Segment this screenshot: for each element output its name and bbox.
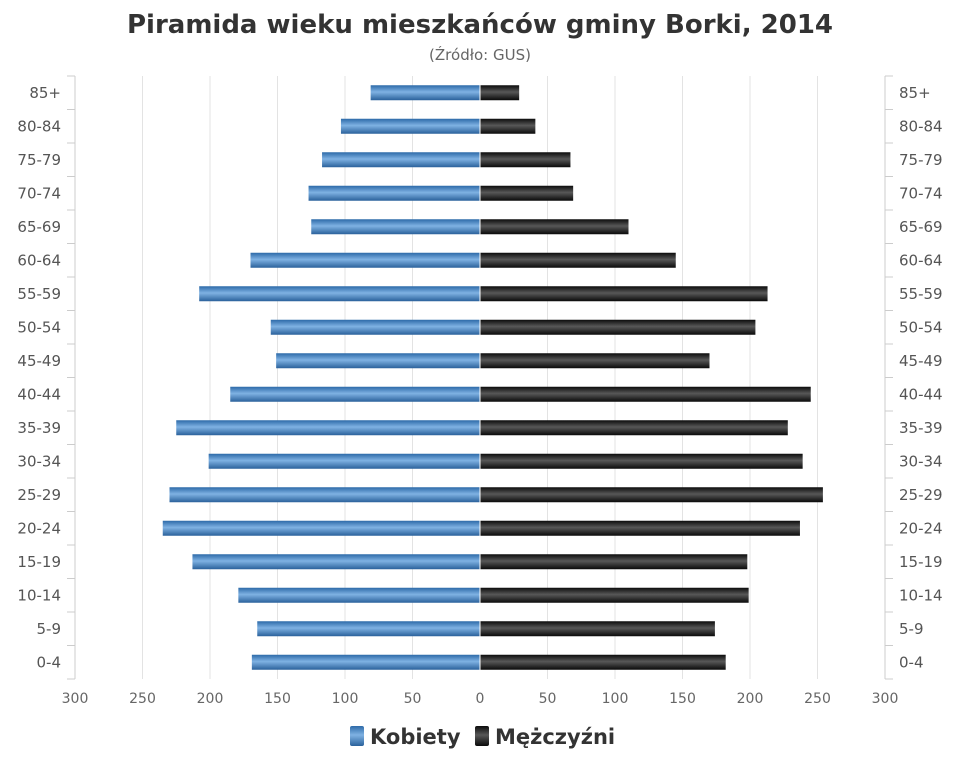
x-tick-label: 200 [737,691,764,707]
bar-kobiety-10-14[interactable] [238,587,480,603]
category-label-right: 10-14 [899,586,943,604]
category-label-left: 25-29 [17,486,61,504]
category-label-left: 75-79 [17,151,61,169]
axes [67,75,893,680]
bar-kobiety-45-49[interactable] [276,353,480,369]
x-axis-ticks: 300 250 200 150 100 50 0 50 100 150 200 250 300 [62,691,899,707]
category-label-right: 25-29 [899,486,943,504]
legend-label-kobiety: Kobiety [370,725,461,749]
category-label-right: 55-59 [899,285,943,303]
bar-kobiety-30-34[interactable] [208,453,480,469]
category-label-left: 0-4 [37,653,62,671]
chart-subtitle: (Źródło: GUS) [429,45,531,64]
category-label-right: 70-74 [899,184,943,202]
category-label-right: 85+ [899,84,931,102]
bar-kobiety-5-9[interactable] [257,621,480,637]
category-label-right: 30-34 [899,452,943,470]
chart-title: Piramida wieku mieszkańców gminy Borki, … [127,10,833,40]
category-label-right: 45-49 [899,352,943,370]
bar-kobiety-60-64[interactable] [250,252,481,268]
bar-kobiety-65-69[interactable] [311,219,480,235]
bar-m-czy-ni-5-9[interactable] [480,621,715,637]
bar-m-czy-ni-65-69[interactable] [480,219,629,235]
bar-m-czy-ni-85-[interactable] [480,85,520,101]
bar-kobiety-50-54[interactable] [270,319,480,335]
category-labels: 85+ 85+ 80-84 80-84 75-79 75-79 70-74 70-74 65-6… [17,84,942,672]
x-tick-label: 250 [129,691,156,707]
legend-swatch-kobiety [350,726,364,746]
category-label-left: 40-44 [17,385,61,403]
category-label-left: 30-34 [17,452,61,470]
category-label-left: 50-54 [17,318,61,336]
category-label-right: 40-44 [899,385,943,403]
x-tick-label: 150 [264,691,291,707]
category-label-left: 45-49 [17,352,61,370]
bar-kobiety-85-[interactable] [370,85,480,101]
bar-kobiety-75-79[interactable] [322,152,480,168]
x-tick-label: 50 [539,691,557,707]
bar-m-czy-ni-10-14[interactable] [480,587,749,603]
category-label-left: 35-39 [17,419,61,437]
x-tick-label: 300 [872,691,899,707]
category-label-right: 75-79 [899,151,943,169]
category-label-left: 65-69 [17,218,61,236]
x-tick-label: 100 [332,691,359,707]
category-label-right: 60-64 [899,251,943,269]
category-label-right: 20-24 [899,519,943,537]
category-label-left: 10-14 [17,586,61,604]
category-label-left: 15-19 [17,553,61,571]
category-label-left: 5-9 [37,620,62,638]
category-label-left: 20-24 [17,519,61,537]
bar-m-czy-ni-75-79[interactable] [480,152,571,168]
bar-m-czy-ni-25-29[interactable] [480,487,823,503]
bar-m-czy-ni-45-49[interactable] [480,353,710,369]
bar-m-czy-ni-20-24[interactable] [480,520,800,536]
category-label-left: 55-59 [17,285,61,303]
category-label-left: 60-64 [17,251,61,269]
category-label-left: 85+ [29,84,61,102]
bar-m-czy-ni-60-64[interactable] [480,252,676,268]
legend-item-kobiety[interactable]: Kobiety [350,725,461,749]
bar-m-czy-ni-30-34[interactable] [480,453,803,469]
legend-item-mezczyzni[interactable]: Mężczyźni [475,725,615,749]
bar-m-czy-ni-0-4[interactable] [480,654,726,670]
bars [162,76,823,679]
x-tick-label: 0 [476,691,485,707]
bar-kobiety-35-39[interactable] [176,420,480,436]
legend[interactable]: Kobiety Mężczyźni [350,725,615,749]
bar-m-czy-ni-35-39[interactable] [480,420,788,436]
category-label-right: 0-4 [899,653,924,671]
bar-kobiety-40-44[interactable] [230,386,480,402]
x-tick-label: 250 [804,691,831,707]
legend-label-mezczyzni: Mężczyźni [495,725,615,749]
category-label-right: 80-84 [899,117,943,135]
bar-kobiety-15-19[interactable] [192,554,480,570]
x-tick-label: 50 [404,691,422,707]
bar-m-czy-ni-80-84[interactable] [480,118,536,134]
bar-kobiety-80-84[interactable] [340,118,480,134]
bar-kobiety-55-59[interactable] [199,286,480,302]
bar-kobiety-20-24[interactable] [162,520,480,536]
category-label-right: 35-39 [899,419,943,437]
category-label-left: 70-74 [17,184,61,202]
x-tick-label: 200 [197,691,224,707]
bar-m-czy-ni-50-54[interactable] [480,319,756,335]
bar-kobiety-25-29[interactable] [169,487,481,503]
bar-m-czy-ni-40-44[interactable] [480,386,811,402]
legend-swatch-mezczyzni [475,726,489,746]
bar-kobiety-70-74[interactable] [308,185,480,201]
bar-m-czy-ni-55-59[interactable] [480,286,768,302]
x-tick-label: 300 [62,691,89,707]
category-label-right: 65-69 [899,218,943,236]
x-tick-label: 100 [602,691,629,707]
category-label-right: 50-54 [899,318,943,336]
category-label-right: 15-19 [899,553,943,571]
bar-kobiety-0-4[interactable] [251,654,480,670]
bar-m-czy-ni-70-74[interactable] [480,185,574,201]
category-label-left: 80-84 [17,117,61,135]
category-label-right: 5-9 [899,620,924,638]
bar-m-czy-ni-15-19[interactable] [480,554,748,570]
x-tick-label: 150 [669,691,696,707]
